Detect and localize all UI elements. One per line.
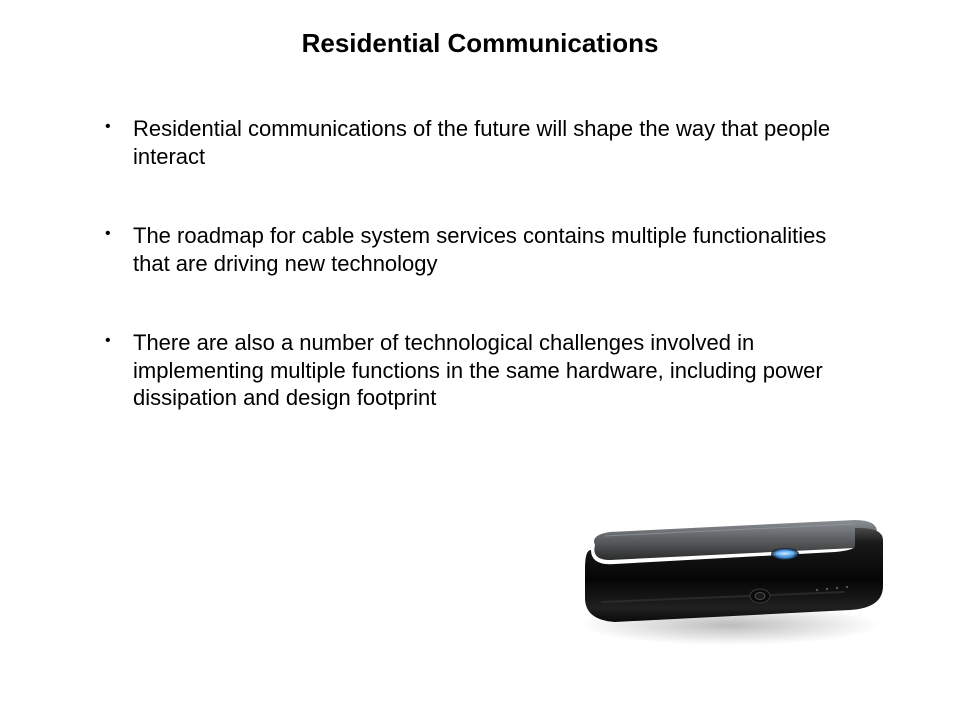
set-top-box-image	[555, 490, 895, 660]
bullet-item: Residential communications of the future…	[105, 115, 865, 170]
bullet-item: There are also a number of technological…	[105, 329, 865, 412]
bullet-text: The roadmap for cable system services co…	[133, 223, 826, 276]
bullet-item: The roadmap for cable system services co…	[105, 222, 865, 277]
slide: Residential Communications Residential c…	[0, 0, 960, 720]
slide-title: Residential Communications	[0, 28, 960, 59]
bullet-text: Residential communications of the future…	[133, 116, 830, 169]
bullet-list: Residential communications of the future…	[105, 115, 865, 464]
bullet-text: There are also a number of technological…	[133, 330, 823, 410]
set-top-box-icon	[555, 490, 895, 660]
